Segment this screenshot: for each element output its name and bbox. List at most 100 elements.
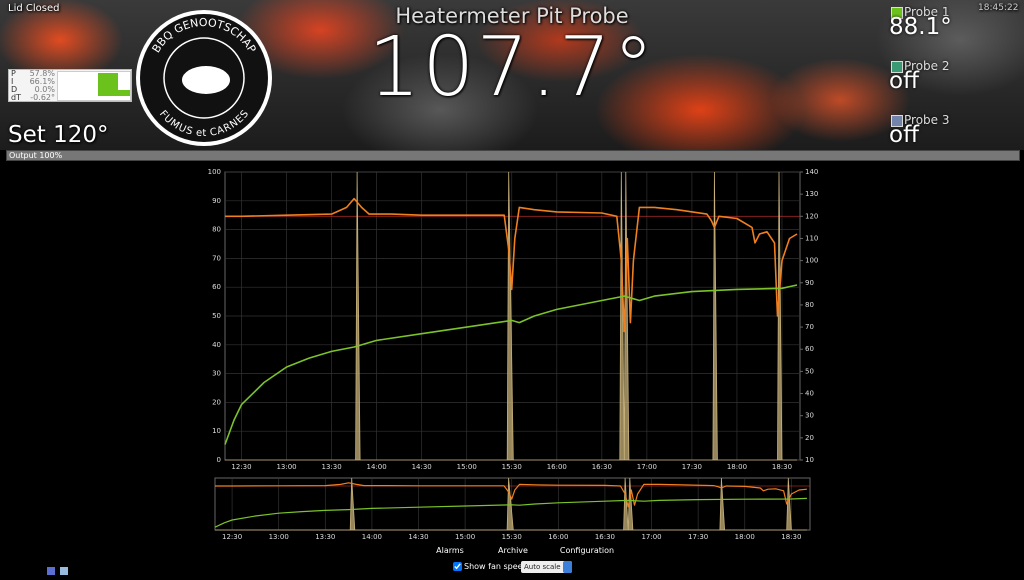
probe-swatch [891,115,903,127]
x-tick-label: 18:30 [781,533,801,541]
x-tick-label: 16:30 [595,533,615,541]
pid-label: I [11,77,14,86]
logo-inner [163,37,245,119]
x-tick-label: 18:00 [735,533,755,541]
output-bar: Output 100% [6,150,1020,161]
x-tick-label: 17:00 [641,533,661,541]
pid-value: 0.0% [34,85,55,94]
x-tick-label: 15:30 [502,533,522,541]
pid-label: D [11,85,18,94]
probe-value: off [889,68,919,94]
x-tick-label: 15:30 [502,463,522,471]
setpoint[interactable]: Set 120° [8,122,109,148]
pid-row: D 0.0% [9,86,131,94]
logo: BBQ GENOOTSCHAP FUMUS et CARNES [136,10,272,146]
y2-tick-label: 60 [805,345,814,353]
y2-tick-label: 30 [805,412,814,420]
y2-tick-label: 110 [805,234,818,242]
x-tick-label: 13:30 [321,463,341,471]
y-tick-label: 100 [208,168,221,176]
x-tick-label: 15:00 [457,463,477,471]
pid-value: 66.1% [29,77,55,86]
y2-tick-label: 70 [805,323,814,331]
x-tick-label: 14:00 [367,463,387,471]
pid-label: P [11,69,16,78]
output-label: Output 100% [9,151,63,160]
x-tick-label: 14:00 [362,533,382,541]
fan-toggle[interactable]: Show fan speed [453,562,528,571]
fan-label: Show fan speed [464,562,528,571]
x-tick-label: 16:00 [548,533,568,541]
nav-link[interactable]: Alarms [436,546,464,555]
x-tick-label: 12:30 [222,533,242,541]
x-tick-label: 12:30 [231,463,251,471]
y-tick-label: 50 [212,312,221,320]
probe-value: off [889,122,919,148]
x-tick-label: 14:30 [408,533,428,541]
x-tick-label: 13:00 [276,463,296,471]
pid-row: I 66.1% [9,78,131,86]
x-tick-label: 18:30 [772,463,792,471]
x-tick-label: 17:00 [637,463,657,471]
icon[interactable] [60,567,68,575]
probe-name: Probe 2 [904,59,950,73]
pid-bar [98,73,118,91]
y-tick-label: 20 [212,398,221,406]
clock: 18:45:22 [978,3,1019,13]
pid-row: P 57.8% [9,70,131,78]
probe-value: 88.1° [889,14,952,40]
y2-tick-label: 50 [805,367,814,375]
x-tick-label: 14:30 [412,463,432,471]
scale-label: Auto scale [524,563,561,571]
x-tick-label: 18:00 [727,463,747,471]
series-line [214,497,807,528]
pid-box: P 57.8% I 66.1% D 0.0% dT -0.62° [8,69,132,102]
pid-rows: P 57.8% I 66.1% D 0.0% dT -0.62° [9,70,131,102]
probe-name: Probe 1 [904,5,950,19]
y-tick-label: 70 [212,254,221,262]
lid-status: Lid Closed [8,3,60,14]
nav-link[interactable]: Configuration [559,546,615,555]
scale-select[interactable]: Auto scale [521,561,572,573]
probe-swatch [891,7,903,19]
y2-tick-label: 100 [805,257,818,265]
probe-swatch [891,61,903,73]
nav-link[interactable]: Archive [498,546,528,555]
y2-tick-label: 90 [805,279,814,287]
x-tick-label: 13:30 [315,533,335,541]
y2-tick-label: 130 [805,190,818,198]
y-tick-label: 90 [212,197,221,205]
probe-name: Probe 3 [904,113,950,127]
x-tick-label: 16:30 [592,463,612,471]
y2-tick-label: 140 [805,168,818,176]
y-tick-label: 30 [212,370,221,378]
y-tick-label: 0 [217,456,221,464]
x-tick-label: 13:00 [269,533,289,541]
fan-checkbox[interactable] [453,562,462,571]
icon[interactable] [47,567,55,575]
series-line [224,284,798,445]
y-tick-label: 10 [212,427,221,435]
y2-tick-label: 10 [805,456,814,464]
pid-value: 57.8% [29,69,55,78]
x-tick-label: 17:30 [682,463,702,471]
y-tick-label: 40 [212,341,221,349]
y2-tick-label: 20 [805,434,814,442]
x-tick-label: 17:30 [688,533,708,541]
logo-pig [182,66,230,94]
y-tick-label: 80 [212,226,221,234]
header: Lid Closed BBQ GENOOTSCHAP FUMUS et CARN… [0,0,1024,150]
pid-bar [98,90,130,96]
pid-graph [57,71,131,101]
y2-tick-label: 40 [805,390,814,398]
select-arrow [563,561,572,573]
pid-label: dT [11,93,21,102]
x-tick-label: 16:00 [547,463,567,471]
y2-tick-label: 80 [805,301,814,309]
pid-row: dT -0.62° [9,94,131,102]
x-tick-label: 15:00 [455,533,475,541]
pit-temperature: 107.7° [368,20,656,115]
y-tick-label: 60 [212,283,221,291]
